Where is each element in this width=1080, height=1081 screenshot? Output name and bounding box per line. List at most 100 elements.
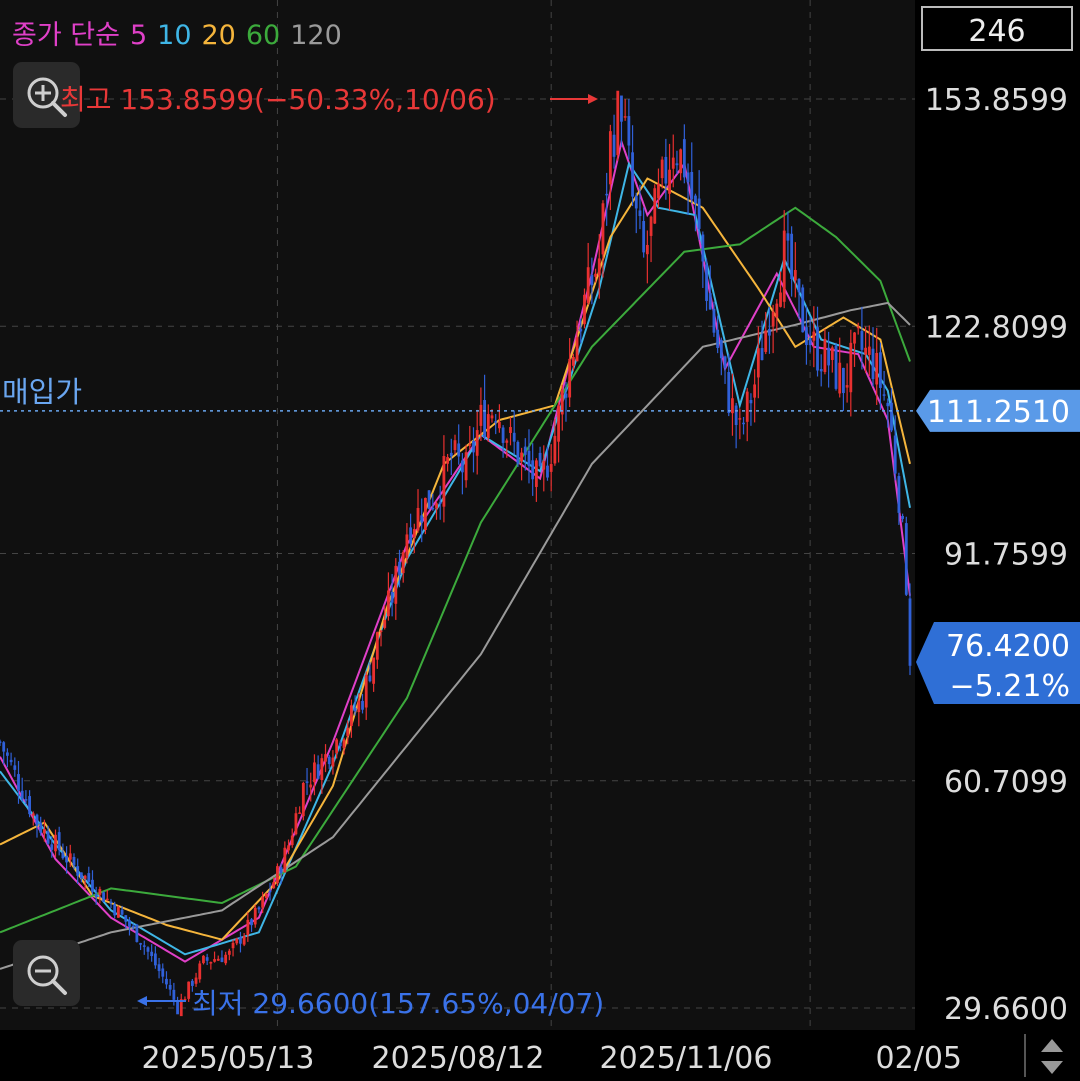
- candle-body: [890, 402, 893, 431]
- candle-body: [653, 188, 657, 224]
- legend-item-ma20: 20: [202, 20, 236, 51]
- candle-body: [453, 440, 457, 451]
- candle-body: [464, 452, 468, 481]
- candle-body: [231, 942, 235, 949]
- candle-body: [849, 342, 853, 393]
- candle-body: [472, 440, 475, 453]
- candle-body: [538, 452, 542, 467]
- candle-body: [779, 292, 782, 307]
- candle-body: [39, 822, 43, 833]
- candle-body: [24, 799, 28, 801]
- candle-body: [827, 347, 831, 366]
- candle-body: [542, 461, 546, 470]
- candle-body: [879, 352, 882, 388]
- candle-body: [901, 515, 905, 519]
- candle-body: [623, 116, 627, 118]
- candle-body: [546, 465, 549, 478]
- candle-body: [597, 258, 601, 276]
- candle-body: [553, 435, 557, 464]
- candle-body: [520, 452, 523, 462]
- candle-body: [764, 330, 768, 352]
- candle-body: [305, 781, 309, 783]
- candle-body: [864, 347, 868, 355]
- candle-body: [705, 264, 708, 301]
- candle-body: [860, 331, 864, 350]
- count-badge-box[interactable]: [921, 6, 1073, 51]
- zoom-in-button[interactable]: [13, 62, 80, 128]
- candle-body: [549, 464, 553, 472]
- candle-body: [442, 456, 446, 507]
- candle-body: [76, 866, 80, 876]
- candle-body: [712, 308, 716, 333]
- candle-body: [146, 947, 150, 952]
- candle-body: [190, 980, 194, 986]
- candle-body: [327, 756, 331, 765]
- candle-body: [645, 244, 649, 255]
- candle-body: [690, 172, 694, 200]
- candle-body: [116, 907, 120, 918]
- candle-body: [412, 529, 416, 538]
- candle-body: [153, 953, 157, 966]
- candle-body: [523, 446, 527, 455]
- up-down-arrow-icon[interactable]: [1041, 1039, 1063, 1074]
- candle-body: [205, 957, 209, 961]
- candle-body: [94, 894, 98, 898]
- candle-body: [161, 968, 165, 977]
- candle-body: [631, 152, 634, 197]
- candle-body: [749, 400, 753, 404]
- y-tick-label: 91.7599: [944, 538, 1068, 573]
- zoom-out-button[interactable]: [13, 940, 80, 1006]
- candle-body: [586, 267, 590, 303]
- candle-body: [276, 866, 279, 884]
- candle-body: [768, 329, 771, 336]
- candle-body: [527, 450, 531, 467]
- candlesticks: [0, 90, 912, 1017]
- candle-body: [675, 163, 679, 166]
- legend-item-ma10: 10: [157, 20, 191, 51]
- candle-body: [124, 915, 128, 922]
- candle-body: [819, 369, 823, 372]
- candle-body: [738, 418, 742, 420]
- candle-body: [224, 954, 228, 964]
- candle-body: [387, 590, 390, 617]
- candle-body: [301, 783, 305, 817]
- candle-body: [731, 398, 734, 414]
- candle-body: [501, 427, 505, 443]
- candle-body: [320, 758, 324, 781]
- candle-body: [686, 172, 690, 183]
- candle-body: [882, 394, 886, 396]
- candle-body: [202, 955, 205, 964]
- x-tick-label: 2025/08/12: [372, 1041, 545, 1076]
- candle-body: [0, 741, 2, 743]
- candle-body: [649, 216, 653, 236]
- candle-body: [457, 443, 461, 457]
- candle-body: [583, 294, 586, 325]
- candle-body: [505, 440, 509, 443]
- candle-body: [642, 221, 646, 253]
- candle-body: [483, 400, 486, 438]
- candle-body: [283, 847, 287, 873]
- candle-body: [213, 959, 216, 962]
- candle-body: [745, 391, 749, 422]
- candle-body: [131, 925, 135, 928]
- candle-body: [398, 561, 401, 575]
- x-tick-label: 02/05: [876, 1041, 962, 1076]
- current-price-badge: 76.4200 −5.21%: [916, 622, 1080, 704]
- scroll-control[interactable]: [1024, 1034, 1063, 1077]
- candle-body: [294, 813, 298, 835]
- candle-body: [357, 700, 361, 713]
- candle-body: [694, 195, 697, 204]
- purchase-price-line: 매입가 111.2510: [0, 375, 1080, 432]
- candle-body: [871, 348, 875, 380]
- candle-body: [468, 444, 472, 446]
- candle-body: [176, 1000, 179, 1015]
- candle-body: [83, 875, 87, 879]
- candle-body: [431, 507, 435, 510]
- count-badge[interactable]: 246: [968, 14, 1025, 49]
- candle-body: [701, 234, 705, 262]
- candle-body: [816, 327, 819, 371]
- candle-body: [239, 937, 242, 944]
- candle-body: [716, 329, 720, 348]
- candle-body: [845, 385, 849, 388]
